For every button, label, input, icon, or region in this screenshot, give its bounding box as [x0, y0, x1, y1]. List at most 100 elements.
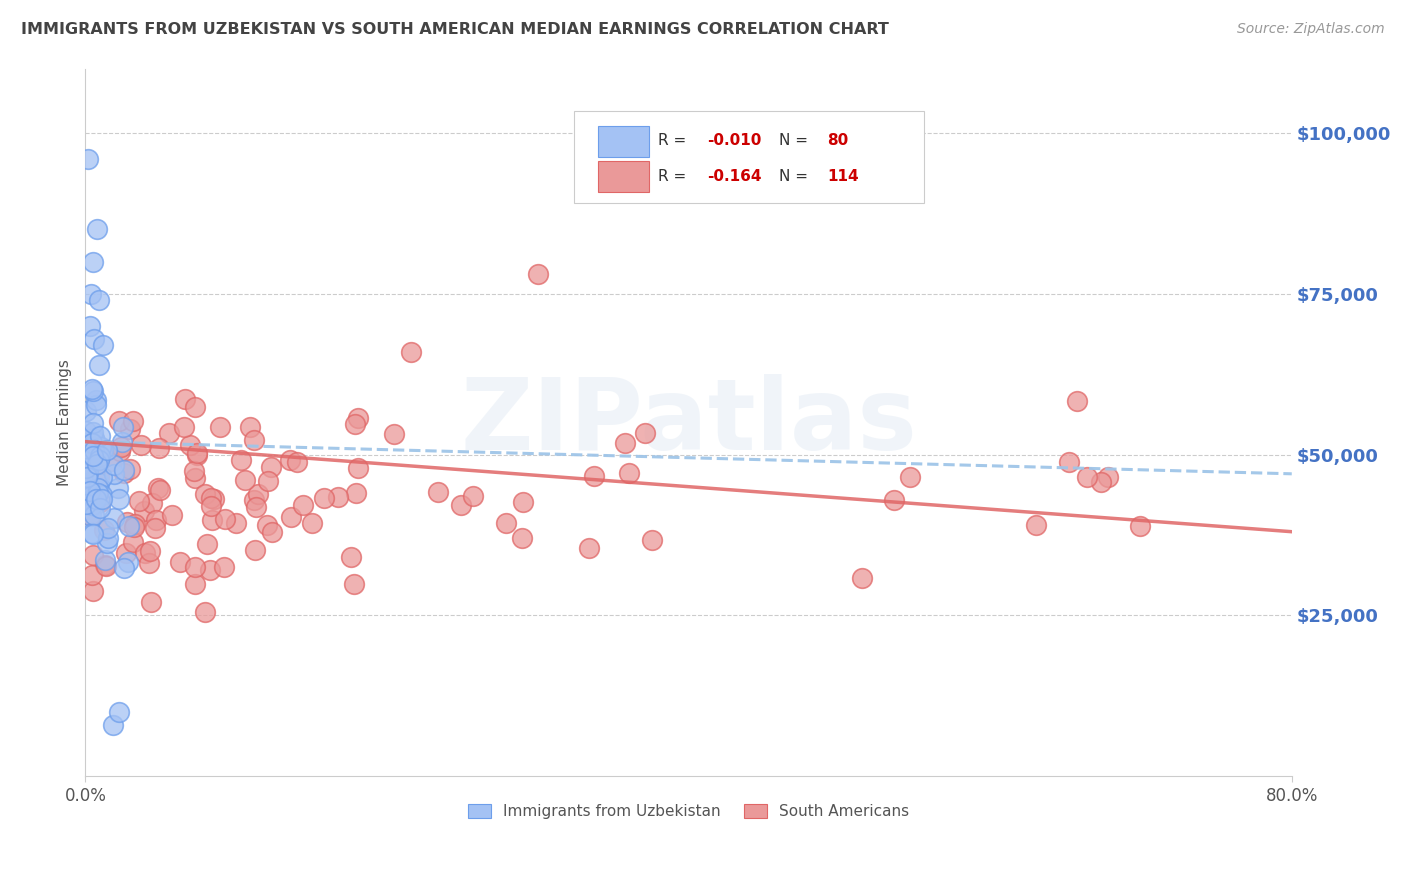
Point — [427, 485, 450, 500]
Point — [77, 152, 100, 166]
Point — [143, 521, 166, 535]
Point — [117, 555, 139, 569]
Point — [91, 469, 114, 483]
Point — [82, 495, 104, 509]
Point — [202, 491, 225, 506]
Point — [339, 550, 361, 565]
Point — [77, 476, 100, 491]
Point — [75, 404, 97, 418]
Point — [87, 476, 110, 491]
Point — [128, 493, 150, 508]
Point — [115, 546, 138, 560]
Point — [1097, 470, 1119, 484]
Point — [145, 513, 167, 527]
Point — [87, 470, 110, 484]
Point — [83, 443, 105, 458]
Point — [84, 398, 107, 412]
Point — [141, 595, 163, 609]
Point — [118, 518, 141, 533]
Point — [110, 440, 132, 454]
Point — [194, 605, 217, 619]
Point — [344, 485, 367, 500]
Point — [82, 384, 104, 398]
Point — [82, 583, 104, 598]
Point — [346, 460, 368, 475]
Point — [526, 268, 548, 282]
Point — [75, 497, 97, 511]
Point — [89, 429, 111, 443]
Point — [343, 577, 366, 591]
Point — [198, 563, 221, 577]
Point — [111, 420, 134, 434]
Point — [883, 493, 905, 508]
Point — [194, 487, 217, 501]
Point — [201, 513, 224, 527]
Point — [582, 469, 605, 483]
Point — [634, 425, 657, 440]
Point — [174, 392, 197, 406]
Point — [280, 510, 302, 524]
Point — [82, 548, 104, 562]
Point — [247, 487, 270, 501]
Point — [292, 498, 315, 512]
Point — [347, 411, 370, 425]
Point — [208, 419, 231, 434]
Point — [82, 526, 104, 541]
Point — [80, 498, 103, 512]
Point — [89, 495, 111, 509]
Point — [75, 460, 97, 475]
Point — [450, 498, 472, 512]
Point — [86, 457, 108, 471]
Point — [80, 383, 103, 397]
Point — [186, 446, 208, 460]
Point — [619, 466, 641, 480]
Point — [138, 556, 160, 570]
Point — [197, 537, 219, 551]
Point — [301, 516, 323, 531]
Point — [76, 470, 98, 484]
Point — [103, 467, 125, 482]
Point — [108, 492, 131, 507]
Point — [77, 440, 100, 454]
Point — [84, 434, 107, 449]
FancyBboxPatch shape — [598, 126, 648, 157]
Point — [132, 504, 155, 518]
Y-axis label: Median Earnings: Median Earnings — [58, 359, 72, 486]
Point — [89, 501, 111, 516]
Point — [120, 462, 142, 476]
Point — [83, 431, 105, 445]
Point — [96, 442, 118, 457]
Point — [93, 524, 115, 538]
Point — [169, 555, 191, 569]
Point — [200, 499, 222, 513]
Point — [93, 558, 115, 573]
Point — [214, 512, 236, 526]
Point — [1076, 469, 1098, 483]
Point — [183, 464, 205, 478]
Point — [463, 489, 485, 503]
Point — [91, 443, 114, 458]
Point — [94, 552, 117, 566]
Point — [89, 450, 111, 464]
Point — [77, 459, 100, 474]
Point — [82, 416, 104, 430]
Point — [80, 436, 103, 450]
Point — [160, 508, 183, 522]
Point — [510, 531, 533, 545]
Point — [326, 490, 349, 504]
Point — [184, 400, 207, 414]
Point — [1057, 455, 1080, 469]
Point — [186, 448, 208, 462]
Point — [107, 414, 129, 428]
Point — [80, 435, 103, 450]
Point — [87, 447, 110, 461]
Point — [285, 455, 308, 469]
Point — [96, 531, 118, 545]
Text: 80: 80 — [827, 133, 849, 148]
Point — [149, 483, 172, 497]
Point — [96, 536, 118, 550]
Point — [103, 458, 125, 472]
Point — [212, 560, 235, 574]
Point — [79, 484, 101, 499]
Point — [1025, 517, 1047, 532]
